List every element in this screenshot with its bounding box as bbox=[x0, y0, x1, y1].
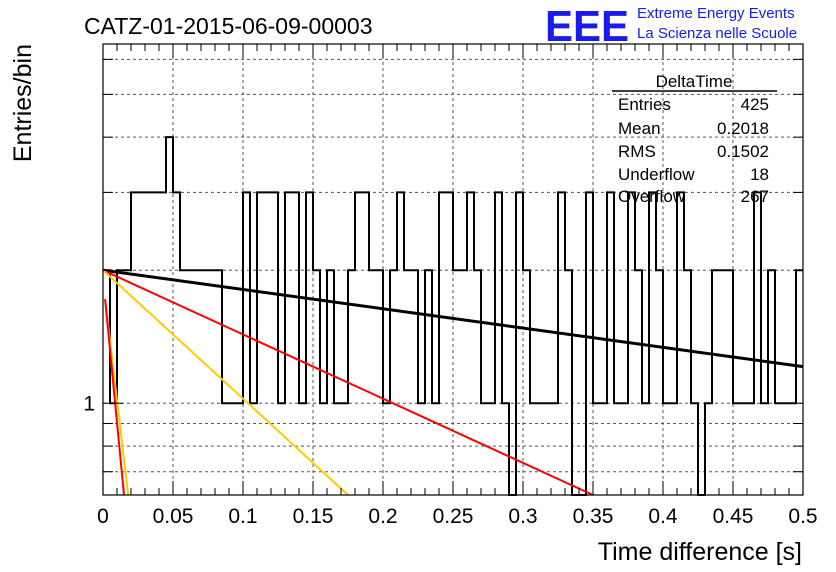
x-tick-label: 0.4 bbox=[648, 505, 678, 528]
x-tick-label: 0.25 bbox=[433, 505, 474, 528]
x-tick-label: 0.45 bbox=[713, 505, 754, 528]
fit-line-2 bbox=[102, 269, 594, 496]
stats-value-overflow: 267 bbox=[741, 187, 769, 206]
x-tick-label: 0.3 bbox=[508, 505, 537, 528]
chart-title: CATZ-01-2015-06-09-00003 bbox=[84, 13, 373, 39]
stats-title: DeltaTime bbox=[656, 72, 733, 91]
x-tick-label: 0.2 bbox=[368, 505, 397, 528]
y-axis-label: Entries/bin bbox=[9, 44, 37, 162]
fit-line-1 bbox=[102, 268, 804, 369]
fit-line-3 bbox=[102, 269, 349, 496]
x-tick-label: 0.5 bbox=[788, 505, 817, 528]
x-tick-label: 0 bbox=[97, 505, 109, 528]
x-tick-label: 0.35 bbox=[573, 505, 614, 528]
stats-label-rms: RMS bbox=[618, 142, 656, 161]
stats-label-overflow: Overflow bbox=[618, 187, 686, 206]
y-tick-label: 1 bbox=[83, 392, 95, 415]
x-axis-label: Time difference [s] bbox=[598, 538, 802, 566]
axes: 0 0.05 0.1 0.15 0.2 0.25 0.3 0.35 0.4 0.45 0.5 1 bbox=[83, 44, 818, 528]
eee-logo: EEE Extreme Energy Events La Scienza nel… bbox=[545, 2, 797, 51]
histogram-outline bbox=[103, 136, 803, 496]
x-tick-label: 0.05 bbox=[153, 505, 194, 528]
eee-logo-mark: EEE bbox=[545, 2, 629, 51]
stats-label-entries: Entries bbox=[618, 95, 671, 114]
fit-line-5 bbox=[104, 299, 125, 496]
eee-logo-line2: La Scienza nelle Scuole bbox=[637, 25, 797, 42]
x-tick-label: 0.15 bbox=[293, 505, 334, 528]
stats-label-underflow: Underflow bbox=[618, 165, 695, 184]
stats-value-entries: 425 bbox=[741, 95, 769, 114]
stats-value-mean: 0.2018 bbox=[717, 119, 769, 138]
stats-box: DeltaTime Entries 425 Mean 0.2018 RMS 0.… bbox=[612, 72, 777, 206]
eee-logo-line1: Extreme Energy Events bbox=[637, 5, 795, 22]
x-tick-label: 0.1 bbox=[228, 505, 257, 528]
stats-label-mean: Mean bbox=[618, 119, 661, 138]
histogram bbox=[103, 136, 803, 496]
fit-lines bbox=[102, 268, 804, 496]
stats-value-underflow: 18 bbox=[750, 165, 769, 184]
stats-value-rms: 0.1502 bbox=[717, 142, 769, 161]
